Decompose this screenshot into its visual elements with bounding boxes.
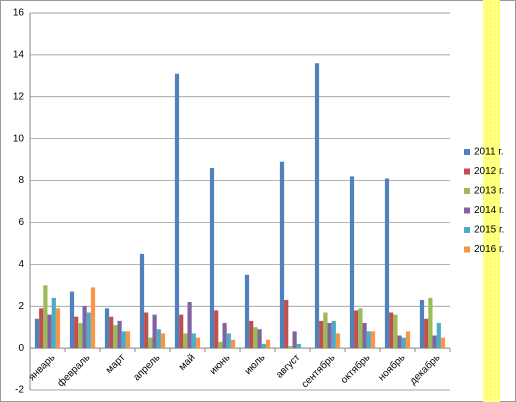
bar — [90, 287, 96, 349]
legend-label: 2012 г. — [474, 166, 504, 177]
bar — [257, 329, 262, 349]
legend-label: 2016 г. — [474, 244, 504, 255]
bar — [39, 308, 44, 349]
bar — [424, 318, 429, 349]
legend-swatch — [464, 168, 470, 175]
bar — [397, 335, 402, 349]
legend-label: 2014 г. — [474, 205, 504, 216]
bar — [419, 299, 425, 349]
bar — [218, 341, 223, 349]
bar — [323, 312, 328, 349]
bar — [319, 320, 324, 349]
bar — [191, 333, 196, 349]
bar — [366, 331, 371, 349]
bar — [160, 333, 166, 349]
legend-label: 2013 г. — [474, 186, 504, 197]
bar — [393, 314, 398, 349]
bar — [43, 285, 48, 349]
y-tick-label: 12 — [13, 91, 25, 102]
bar — [74, 316, 79, 349]
bar — [104, 308, 110, 349]
bar — [183, 333, 188, 349]
legend-swatch — [464, 246, 470, 253]
bar — [265, 339, 271, 349]
y-tick-label: 6 — [18, 217, 24, 228]
y-tick-label: 14 — [13, 50, 25, 61]
legend-swatch — [464, 149, 470, 155]
bar — [51, 297, 56, 349]
y-tick-label: 10 — [13, 133, 25, 144]
y-tick-label: 16 — [13, 8, 25, 19]
bar — [222, 322, 227, 349]
bar — [370, 331, 376, 349]
y-tick-label: 0 — [18, 343, 24, 354]
y-tick-label: 8 — [18, 175, 24, 186]
bar — [279, 161, 285, 349]
bar — [113, 325, 118, 349]
bar — [354, 310, 359, 349]
bar — [327, 322, 332, 349]
legend-label: 2015 г. — [474, 225, 504, 236]
bar — [82, 306, 87, 349]
bar — [440, 337, 446, 349]
bar — [314, 63, 320, 349]
bar — [296, 343, 301, 349]
bar — [401, 337, 406, 349]
bar — [34, 318, 40, 349]
bar — [261, 343, 266, 349]
legend-swatch — [464, 227, 470, 233]
bar — [117, 320, 122, 349]
bar — [335, 333, 341, 349]
bar — [428, 297, 433, 349]
bar — [152, 314, 157, 349]
bar — [174, 73, 180, 349]
bar — [288, 346, 293, 349]
bar — [389, 312, 394, 349]
bar — [244, 274, 250, 349]
bar — [436, 322, 441, 349]
bar — [69, 291, 75, 349]
bar — [331, 320, 336, 349]
bar — [362, 322, 367, 349]
legend-swatch — [464, 188, 470, 194]
bar — [432, 335, 437, 349]
bar — [214, 310, 219, 349]
bar — [226, 333, 231, 349]
bar — [187, 302, 192, 349]
highlight-strip — [483, 0, 500, 402]
bar — [253, 327, 258, 349]
bar — [284, 299, 289, 349]
bar — [292, 331, 297, 349]
bar — [179, 314, 184, 349]
legend-label: 2011 г. — [474, 147, 504, 158]
bar — [249, 320, 254, 349]
y-tick-label: 4 — [18, 259, 24, 270]
bar — [47, 314, 52, 349]
bar — [78, 322, 83, 349]
bar — [121, 331, 126, 349]
bar — [139, 253, 145, 349]
bar — [144, 312, 149, 349]
bar — [86, 312, 91, 349]
y-tick-label: -2 — [15, 385, 24, 396]
bar — [125, 331, 131, 349]
bar — [195, 337, 201, 349]
bar — [156, 329, 161, 349]
y-tick-label: 2 — [18, 301, 24, 312]
bar — [349, 176, 355, 349]
bar — [384, 178, 390, 349]
legend-swatch — [464, 207, 470, 214]
bar — [109, 316, 114, 349]
bar — [230, 339, 236, 349]
bar — [55, 308, 61, 349]
bar — [209, 167, 215, 349]
bar — [358, 308, 363, 349]
bar — [405, 331, 411, 349]
bar — [148, 337, 153, 349]
